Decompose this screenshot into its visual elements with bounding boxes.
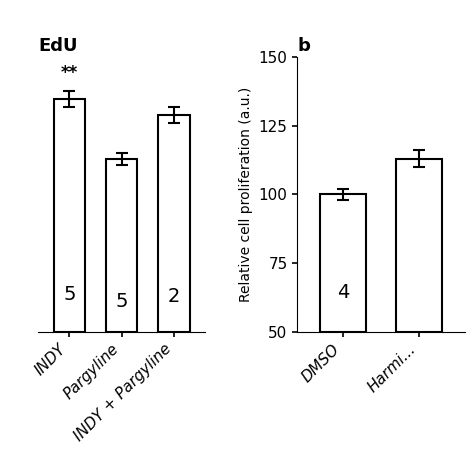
Bar	[158, 115, 190, 332]
Text: b: b	[297, 37, 310, 55]
Text: 2: 2	[168, 287, 180, 306]
Bar	[396, 159, 442, 332]
Text: 5: 5	[115, 292, 128, 311]
Text: 4: 4	[337, 283, 349, 301]
Text: 5: 5	[63, 285, 75, 304]
Text: **: **	[61, 64, 78, 82]
Bar	[106, 159, 137, 332]
Bar	[54, 99, 85, 332]
Text: EdU: EdU	[38, 37, 77, 55]
Bar	[320, 194, 365, 332]
Y-axis label: Relative cell proliferation (a.u.): Relative cell proliferation (a.u.)	[239, 87, 253, 302]
